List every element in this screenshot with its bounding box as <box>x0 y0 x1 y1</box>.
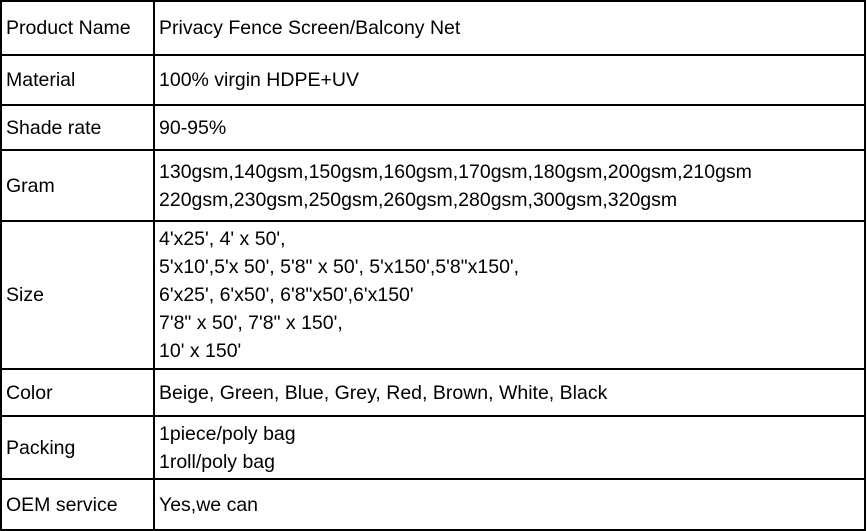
table-row: Material 100% virgin HDPE+UV <box>0 54 866 106</box>
row-label: Material <box>0 54 155 106</box>
row-label: Packing <box>0 415 155 480</box>
row-value: 1piece/poly bag 1roll/poly bag <box>153 415 866 480</box>
value-line: 10' x 150' <box>159 340 242 362</box>
value-line: 1roll/poly bag <box>159 450 275 473</box>
value-line: Beige, Green, Blue, Grey, Red, Brown, Wh… <box>159 381 608 404</box>
value-line: 6'x25', 6'x50', 6'8"x50',6'x150' <box>159 284 414 306</box>
row-label: Color <box>0 368 155 417</box>
row-value: Yes,we can <box>153 478 866 531</box>
value-line: 5'x10',5'x 50', 5'8" x 50', 5'x150',5'8"… <box>159 256 520 278</box>
table-row: Size 4'x25', 4' x 50', 5'x10',5'x 50', 5'8… <box>0 220 866 370</box>
value-line: Yes,we can <box>159 493 259 516</box>
row-value: Privacy Fence Screen/Balcony Net <box>153 0 866 56</box>
value-line: 100% virgin HDPE+UV <box>159 69 359 91</box>
value-line: 4'x25', 4' x 50', <box>159 228 286 250</box>
table-row: Shade rate 90-95% <box>0 104 866 151</box>
row-value: Beige, Green, Blue, Grey, Red, Brown, Wh… <box>153 368 866 417</box>
row-value: 130gsm,140gsm,150gsm,160gsm,170gsm,180gs… <box>153 149 866 222</box>
table-row: Gram 130gsm,140gsm,150gsm,160gsm,170gsm,1… <box>0 149 866 222</box>
value-line: 7'8" x 50', 7'8" x 150', <box>159 312 343 334</box>
table-row: Packing 1piece/poly bag 1roll/poly bag <box>0 415 866 480</box>
value-line: Privacy Fence Screen/Balcony Net <box>159 17 461 39</box>
row-value: 100% virgin HDPE+UV <box>153 54 866 106</box>
value-line: 130gsm,140gsm,150gsm,160gsm,170gsm,180gs… <box>159 160 752 183</box>
row-label: Size <box>0 220 155 370</box>
row-value: 90-95% <box>153 104 866 151</box>
row-label: Product Name <box>0 0 155 56</box>
table-row: OEM service Yes,we can <box>0 478 866 531</box>
value-line: 220gsm,230gsm,250gsm,260gsm,280gsm,300gs… <box>159 188 678 211</box>
row-label: OEM service <box>0 478 155 531</box>
table-row: Product Name Privacy Fence Screen/Balcony… <box>0 0 866 56</box>
table-row: Color Beige, Green, Blue, Grey, Red, Brow… <box>0 368 866 417</box>
value-line: 1piece/poly bag <box>159 422 296 445</box>
row-label: Gram <box>0 149 155 222</box>
row-value: 4'x25', 4' x 50', 5'x10',5'x 50', 5'8" x … <box>153 220 866 370</box>
value-line: 90-95% <box>159 116 227 139</box>
row-label: Shade rate <box>0 104 155 151</box>
